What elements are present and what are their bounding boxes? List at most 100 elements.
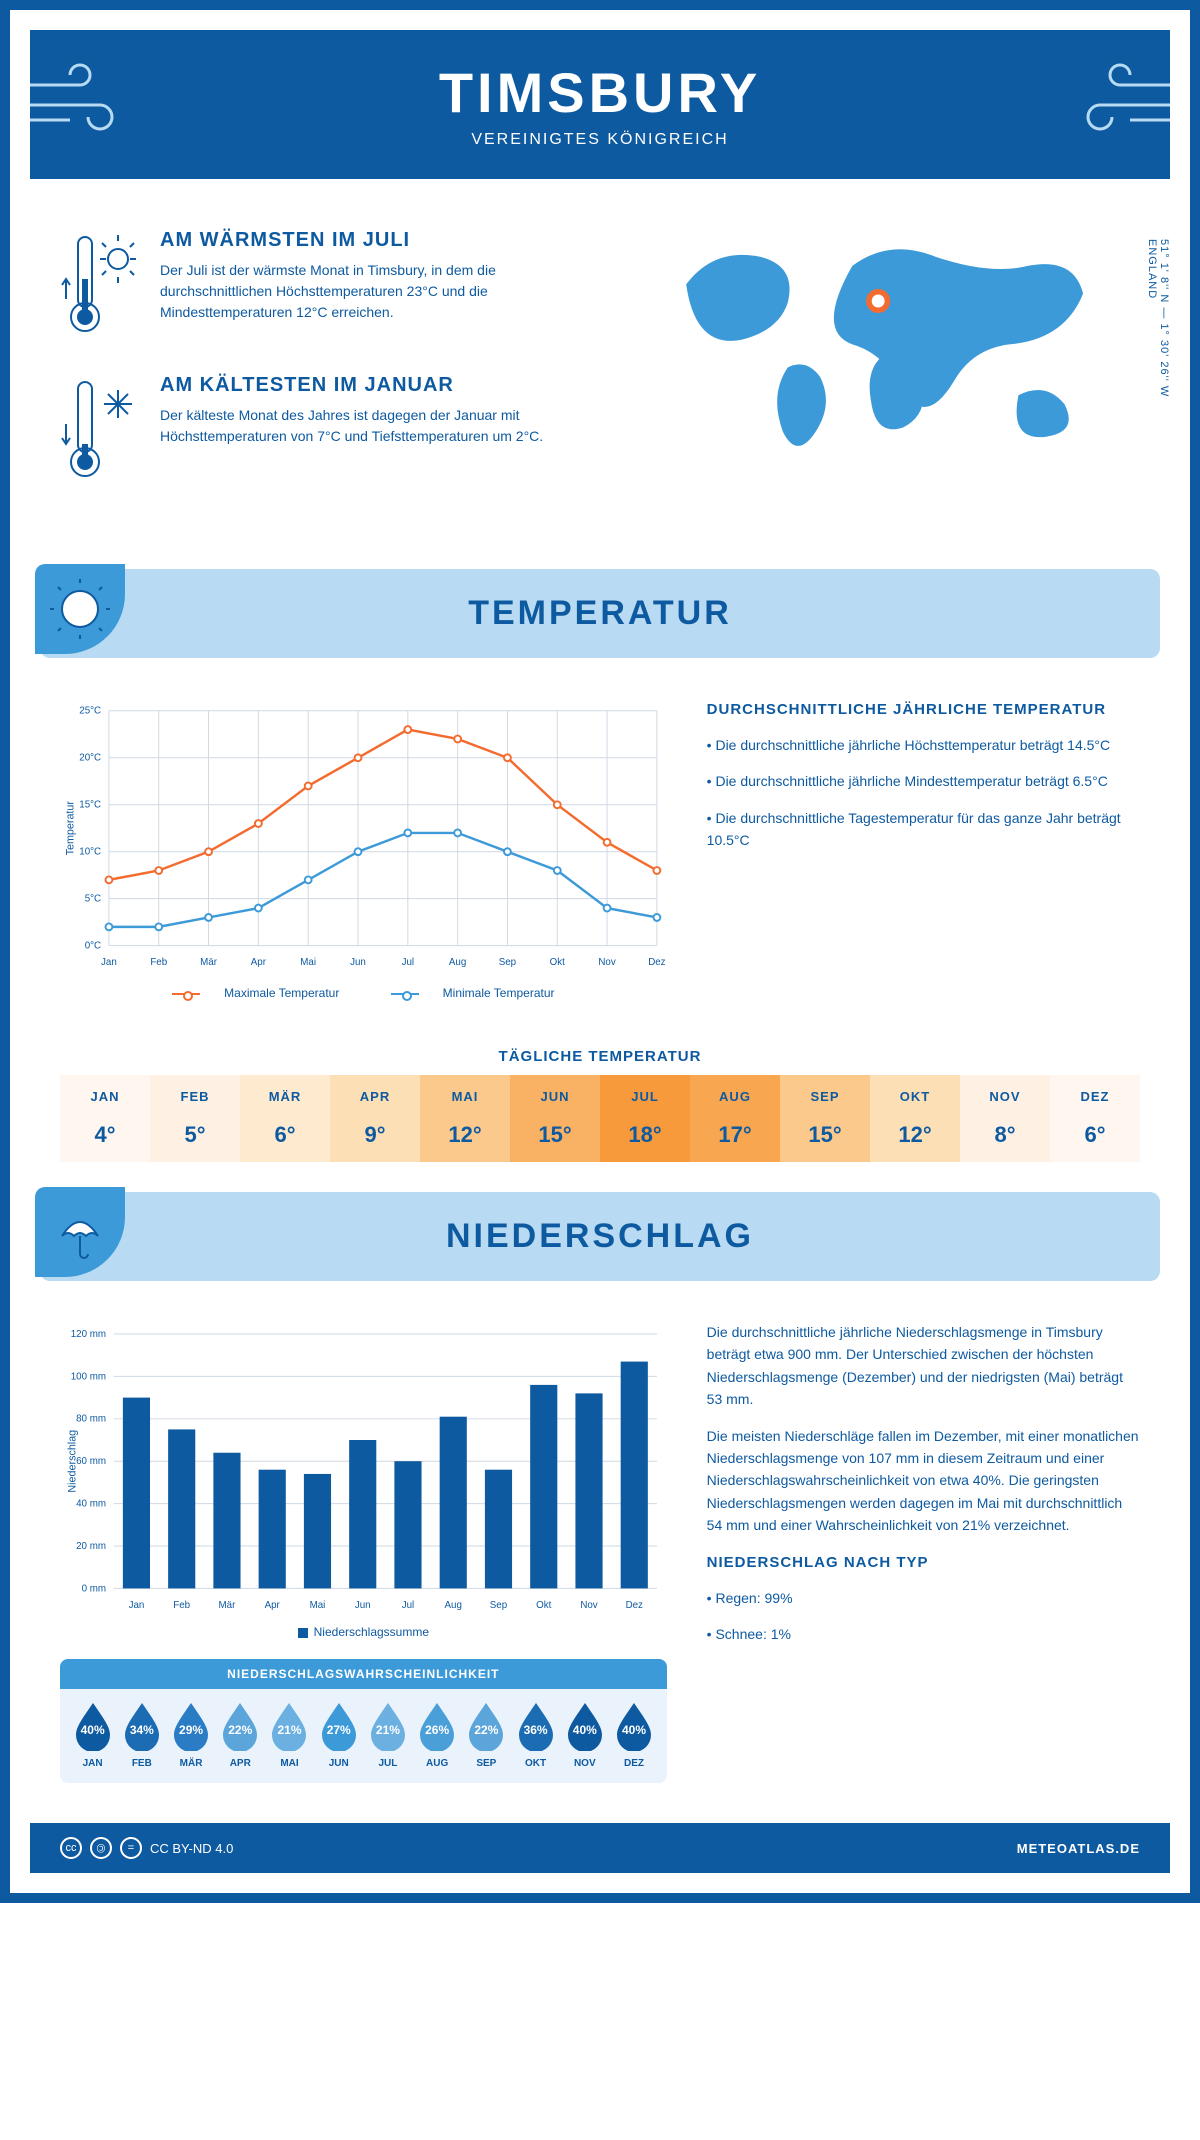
daily-temp-value: 12°: [874, 1122, 956, 1148]
drop-percent: 40%: [613, 1723, 655, 1737]
page-container: TIMSBURY VEREINIGTES KÖNIGREICH AM WÄRMS…: [0, 0, 1200, 1903]
precip-drop: 21%MAI: [268, 1699, 310, 1769]
drop-month: FEB: [121, 1758, 163, 1769]
by-icon: 🄯: [90, 1837, 112, 1859]
precip-drop: 22% SEP: [465, 1699, 507, 1769]
svg-text:Feb: Feb: [173, 1600, 190, 1611]
precip-drop: 36% OKT: [515, 1699, 557, 1769]
city-title: TIMSBURY: [50, 60, 1150, 125]
svg-text:0 mm: 0 mm: [82, 1583, 106, 1594]
svg-text:Okt: Okt: [550, 957, 565, 968]
svg-text:40 mm: 40 mm: [76, 1499, 106, 1510]
daily-month-label: APR: [334, 1089, 416, 1104]
intro-section: AM WÄRMSTEN IM JULI Der Juli ist der wär…: [10, 199, 1190, 549]
precip-drop: 27%JUN: [318, 1699, 360, 1769]
daily-month-label: JAN: [64, 1089, 146, 1104]
daily-temp-value: 6°: [1054, 1122, 1136, 1148]
svg-text:Mär: Mär: [219, 1600, 237, 1611]
precip-drop: 22% APR: [219, 1699, 261, 1769]
precip-para-1: Die durchschnittliche jährliche Niedersc…: [707, 1321, 1140, 1411]
drop-percent: 22%: [465, 1723, 507, 1737]
coldest-title: AM KÄLTESTEN IM JANUAR: [160, 374, 580, 397]
precip-drop: 40% DEZ: [613, 1699, 655, 1769]
precip-para-2: Die meisten Niederschläge fallen im Deze…: [707, 1425, 1140, 1537]
daily-month-label: JUN: [514, 1089, 596, 1104]
precip-drop: 40%JAN: [72, 1699, 114, 1769]
temperature-section-header: TEMPERATUR: [40, 569, 1160, 658]
daily-temp-value: 12°: [424, 1122, 506, 1148]
precip-legend: Niederschlagssumme: [60, 1621, 667, 1639]
avg-temp-item: • Die durchschnittliche Tagestemperatur …: [707, 807, 1140, 852]
daily-temp-cell: MÄR 6°: [240, 1075, 330, 1162]
svg-text:Jun: Jun: [355, 1600, 371, 1611]
daily-temp-value: 15°: [514, 1122, 596, 1148]
svg-text:80 mm: 80 mm: [76, 1414, 106, 1425]
svg-text:Okt: Okt: [536, 1600, 551, 1611]
drop-percent: 40%: [564, 1723, 606, 1737]
precip-bar-chart: 0 mm20 mm40 mm60 mm80 mm100 mm120 mmNied…: [60, 1321, 667, 1621]
daily-temp-cell: SEP 15°: [780, 1075, 870, 1162]
precip-type-item: • Schnee: 1%: [707, 1623, 1140, 1645]
daily-temp-cell: MAI12°: [420, 1075, 510, 1162]
precip-drop: 29% MÄR: [170, 1699, 212, 1769]
drop-month: NOV: [564, 1758, 606, 1769]
precip-type-title: NIEDERSCHLAG NACH TYP: [707, 1551, 1140, 1575]
daily-temp-cell: OKT12°: [870, 1075, 960, 1162]
svg-text:10°C: 10°C: [79, 847, 101, 858]
coldest-text: Der kälteste Monat des Jahres ist dagege…: [160, 405, 580, 447]
drop-month: OKT: [515, 1758, 557, 1769]
drop-month: SEP: [465, 1758, 507, 1769]
intro-text-column: AM WÄRMSTEN IM JULI Der Juli ist der wär…: [60, 229, 580, 519]
daily-month-label: MÄR: [244, 1089, 326, 1104]
svg-text:120 mm: 120 mm: [71, 1329, 106, 1340]
avg-temp-item: • Die durchschnittliche jährliche Mindes…: [707, 770, 1140, 792]
license-text: CC BY-ND 4.0: [150, 1841, 233, 1856]
temperature-avg-column: DURCHSCHNITTLICHE JÄHRLICHE TEMPERATUR •…: [707, 698, 1140, 1008]
daily-temp-value: 6°: [244, 1122, 326, 1148]
cc-icon: cc: [60, 1837, 82, 1859]
svg-text:Jul: Jul: [402, 1600, 414, 1611]
brand-text: METEOATLAS.DE: [1017, 1841, 1140, 1856]
daily-temp-cell: APR9°: [330, 1075, 420, 1162]
svg-text:15°C: 15°C: [79, 800, 101, 811]
daily-temp-value: 8°: [964, 1122, 1046, 1148]
temperature-chart-column: 0°C5°C10°C15°C20°C25°CJanFebMärAprMaiJun…: [60, 698, 667, 1008]
daily-temp-value: 15°: [784, 1122, 866, 1148]
daily-month-label: SEP: [784, 1089, 866, 1104]
daily-temp-value: 4°: [64, 1122, 146, 1148]
warmest-block: AM WÄRMSTEN IM JULI Der Juli ist der wär…: [60, 229, 580, 344]
drop-month: DEZ: [613, 1758, 655, 1769]
drop-month: APR: [219, 1758, 261, 1769]
daily-temp-title: TÄGLICHE TEMPERATUR: [10, 1048, 1190, 1065]
svg-text:Jan: Jan: [101, 957, 117, 968]
svg-text:Aug: Aug: [445, 1600, 462, 1611]
daily-month-label: JUL: [604, 1089, 686, 1104]
drop-percent: 36%: [515, 1723, 557, 1737]
svg-text:Sep: Sep: [499, 957, 517, 968]
daily-month-label: FEB: [154, 1089, 236, 1104]
drop-percent: 21%: [367, 1723, 409, 1737]
drop-percent: 27%: [318, 1723, 360, 1737]
daily-temp-cell: JUL 18°: [600, 1075, 690, 1162]
precip-chart-column: 0 mm20 mm40 mm60 mm80 mm100 mm120 mmNied…: [60, 1321, 667, 1783]
svg-text:100 mm: 100 mm: [71, 1371, 106, 1382]
svg-text:Jun: Jun: [350, 957, 366, 968]
temperature-body: 0°C5°C10°C15°C20°C25°CJanFebMärAprMaiJun…: [10, 678, 1190, 1028]
drop-percent: 29%: [170, 1723, 212, 1737]
drop-month: JUL: [367, 1758, 409, 1769]
svg-text:Dez: Dez: [626, 1600, 643, 1611]
svg-text:Aug: Aug: [449, 957, 466, 968]
daily-temp-value: 18°: [604, 1122, 686, 1148]
drop-month: MÄR: [170, 1758, 212, 1769]
drop-percent: 22%: [219, 1723, 261, 1737]
precip-body: 0 mm20 mm40 mm60 mm80 mm100 mm120 mmNied…: [10, 1301, 1190, 1803]
daily-month-label: NOV: [964, 1089, 1046, 1104]
drop-month: AUG: [416, 1758, 458, 1769]
daily-temp-cell: AUG17°: [690, 1075, 780, 1162]
umbrella-icon: [35, 1187, 125, 1277]
wind-icon: [1070, 60, 1180, 145]
temperature-line-chart: 0°C5°C10°C15°C20°C25°CJanFebMärAprMaiJun…: [60, 698, 667, 978]
svg-text:Temperatur: Temperatur: [65, 801, 77, 856]
drop-percent: 26%: [416, 1723, 458, 1737]
thermometer-sun-icon: [60, 229, 140, 344]
